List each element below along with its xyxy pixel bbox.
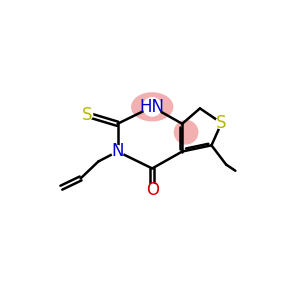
- Circle shape: [146, 184, 158, 196]
- Circle shape: [112, 146, 124, 158]
- Ellipse shape: [174, 120, 198, 145]
- Text: HN: HN: [140, 98, 165, 116]
- Text: S: S: [82, 106, 92, 124]
- Circle shape: [143, 98, 161, 116]
- Text: S: S: [216, 114, 227, 132]
- Ellipse shape: [131, 92, 173, 122]
- Text: O: O: [146, 181, 159, 199]
- Circle shape: [81, 109, 93, 120]
- Circle shape: [216, 117, 227, 129]
- Text: N: N: [111, 142, 124, 160]
